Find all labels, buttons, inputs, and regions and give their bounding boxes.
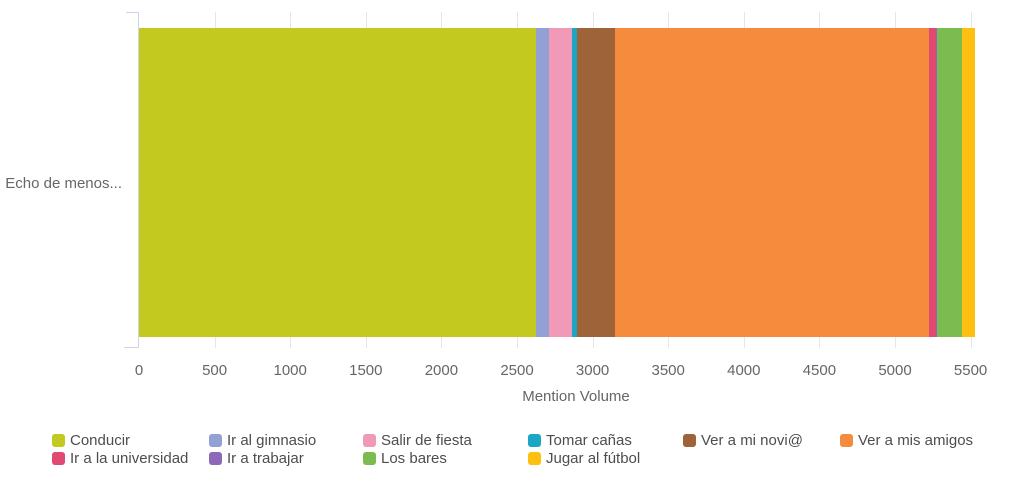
legend-swatch-ver-a-mis-amigos	[840, 434, 853, 447]
x-tick-label-0: 0	[134, 362, 144, 379]
y-axis-line	[138, 12, 139, 348]
legend-swatch-tomar-ca-as	[528, 434, 541, 447]
legend-label: Ver a mi novi@	[701, 432, 803, 449]
x-tick-label-4000: 4000	[727, 362, 761, 379]
legend-item-conducir[interactable]: Conducir	[52, 432, 130, 450]
bar-segment-ver-a-mi-novi[interactable]	[577, 28, 615, 337]
x-tick-label-3500: 3500	[651, 362, 685, 379]
bar-segment-conducir[interactable]	[139, 28, 537, 337]
legend-swatch-ir-a-la-universidad	[52, 452, 65, 465]
x-tick-label-1000: 1000	[273, 362, 307, 379]
legend-item-ver-a-mi-novi[interactable]: Ver a mi novi@	[683, 432, 803, 450]
legend-swatch-jugar-al-f-tbol	[528, 452, 541, 465]
legend-swatch-salir-de-fiesta	[363, 434, 376, 447]
legend-swatch-los-bares	[363, 452, 376, 465]
y-axis-bottom-cap	[124, 347, 139, 348]
legend-label: Los bares	[381, 450, 447, 467]
bar-segment-ir-a-trabajar[interactable]	[935, 28, 938, 337]
bar-segment-ir-al-gimnasio[interactable]	[536, 28, 550, 337]
legend-label: Ir a la universidad	[70, 450, 189, 467]
bar-segment-jugar-al-f-tbol[interactable]	[961, 28, 975, 337]
legend-label: Salir de fiesta	[381, 432, 472, 449]
legend-item-tomar-ca-as[interactable]: Tomar cañas	[528, 432, 632, 450]
bar-segment-salir-de-fiesta[interactable]	[549, 28, 573, 337]
legend-swatch-ir-al-gimnasio	[209, 434, 222, 447]
x-tick-label-5500: 5500	[953, 362, 988, 379]
bar-segment-los-bares[interactable]	[937, 28, 962, 337]
x-tick-label-2500: 2500	[500, 362, 534, 379]
legend-item-ver-a-mis-amigos[interactable]: Ver a mis amigos	[840, 432, 973, 450]
legend-label: Jugar al fútbol	[546, 450, 641, 467]
legend-label: Ir al gimnasio	[227, 432, 317, 449]
x-tick-label-5000: 5000	[878, 362, 912, 379]
legend-swatch-ver-a-mi-novi	[683, 434, 696, 447]
plot-area	[139, 12, 1015, 348]
legend-item-ir-a-la-universidad[interactable]: Ir a la universidad	[52, 450, 188, 468]
legend-label: Tomar cañas	[546, 432, 632, 449]
legend-label: Ir a trabajar	[227, 450, 304, 467]
legend-swatch-ir-a-trabajar	[209, 452, 222, 465]
x-axis-title: Mention Volume	[522, 388, 630, 405]
x-tick-label-1500: 1500	[349, 362, 383, 379]
x-tick-label-3000: 3000	[575, 362, 610, 379]
x-tick-label-500: 500	[202, 362, 228, 379]
legend-item-ir-al-gimnasio[interactable]: Ir al gimnasio	[209, 432, 316, 450]
legend-item-los-bares[interactable]: Los bares	[363, 450, 447, 468]
bar-segment-tomar-ca-as[interactable]	[572, 28, 578, 337]
stacked-bar	[139, 28, 1015, 337]
x-tick-label-2000: 2000	[424, 362, 459, 379]
x-tick-label-4500: 4500	[802, 362, 837, 379]
bar-segment-ver-a-mis-amigos[interactable]	[614, 28, 929, 337]
bar-segment-ir-a-la-universidad[interactable]	[928, 28, 936, 337]
y-axis-top-cap	[126, 12, 139, 13]
legend-swatch-conducir	[52, 434, 65, 447]
legend-label: Conducir	[70, 432, 131, 449]
y-axis-category-label: Echo de menos...	[5, 175, 122, 192]
legend-item-jugar-al-f-tbol[interactable]: Jugar al fútbol	[528, 450, 640, 468]
legend-item-salir-de-fiesta[interactable]: Salir de fiesta	[363, 432, 472, 450]
legend-label: Ver a mis amigos	[858, 432, 974, 449]
legend-item-ir-a-trabajar[interactable]: Ir a trabajar	[209, 450, 304, 468]
